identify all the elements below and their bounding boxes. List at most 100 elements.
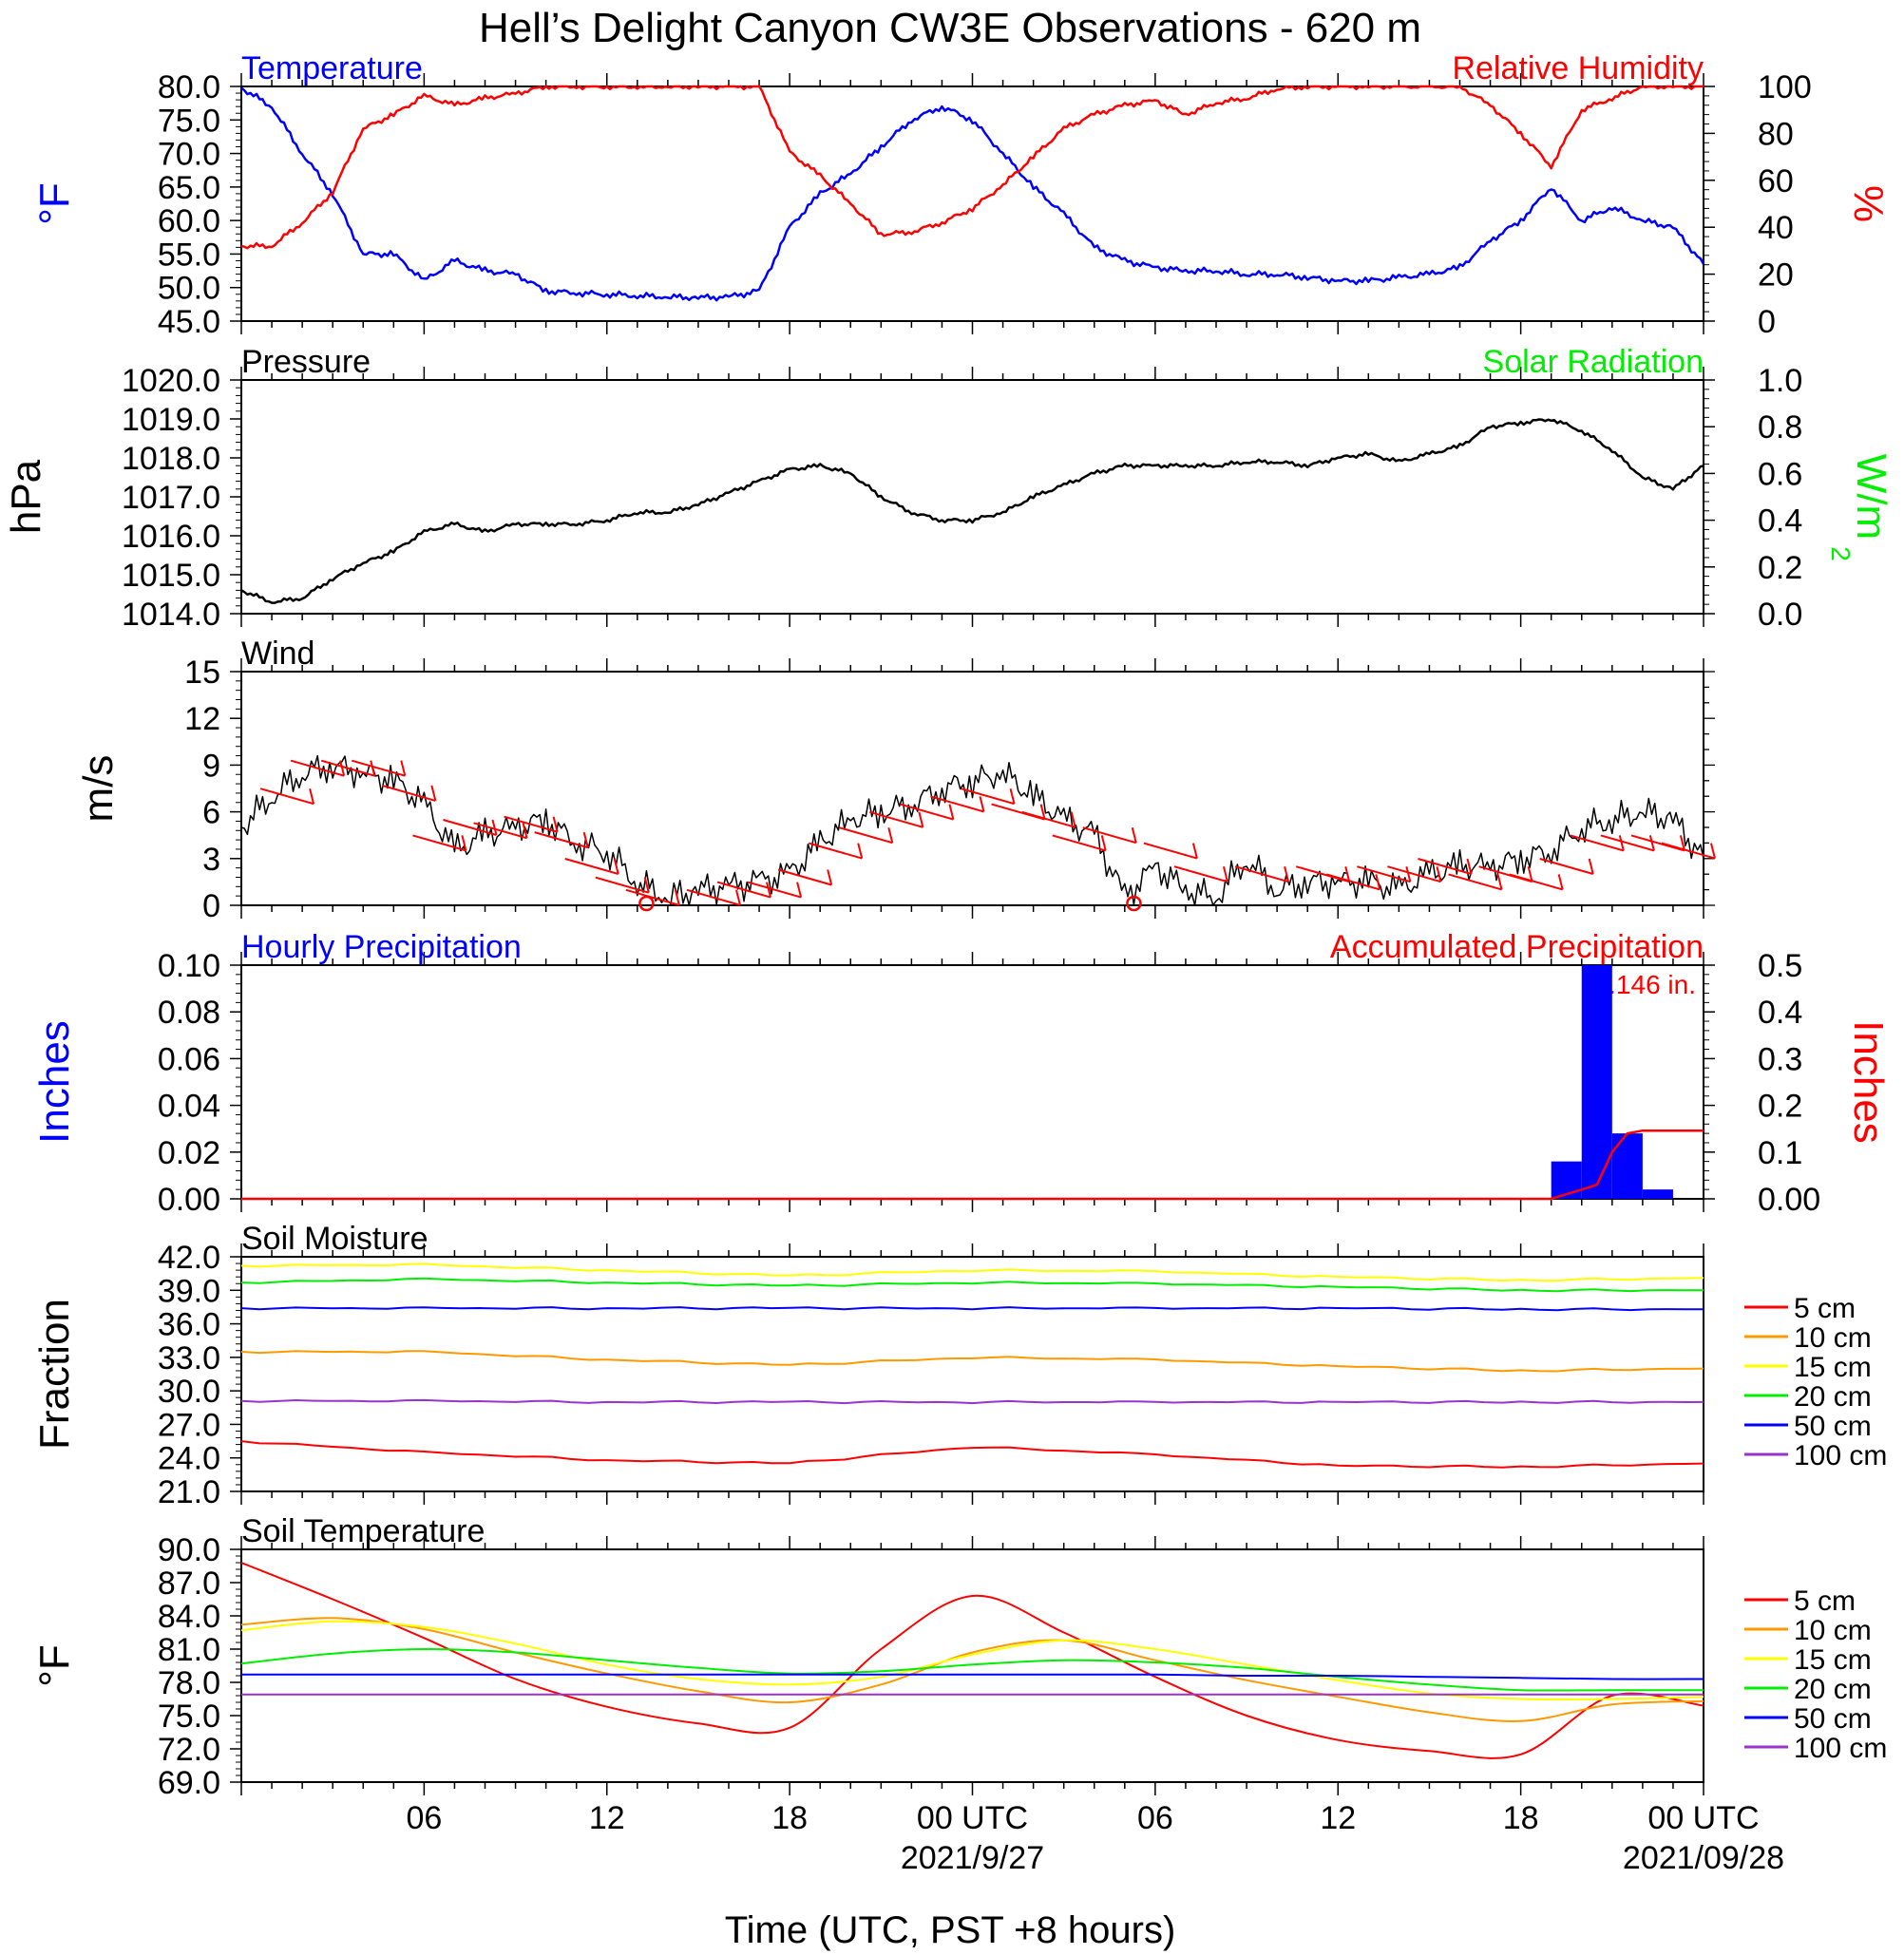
y-tick-label-left: 42.0 xyxy=(158,1240,220,1276)
wind-barb xyxy=(352,759,406,777)
wind-barb-flag xyxy=(339,760,346,776)
y-tick-label-right: 0.2 xyxy=(1758,1089,1802,1125)
wind-barb-flag xyxy=(887,826,894,844)
y-tick-label-left: 1017.0 xyxy=(122,480,220,516)
y-tick-label-right: 0.3 xyxy=(1758,1041,1802,1077)
soil-series-line xyxy=(240,1306,1704,1312)
hourly-precip-bar xyxy=(1611,1133,1643,1199)
x-tick-label: 00 UTC xyxy=(917,1800,1028,1836)
wind-barb xyxy=(1326,873,1380,891)
x-tick-label: 18 xyxy=(1503,1800,1539,1836)
y-tick-label-left: 3 xyxy=(202,842,220,878)
wind-barb-flag xyxy=(1709,843,1716,859)
legend-label: 100 cm xyxy=(1794,1440,1887,1471)
wind-barb xyxy=(504,815,558,833)
y-tick-label-left: 45.0 xyxy=(158,304,220,340)
wind-barb xyxy=(1021,810,1076,828)
wind-barb xyxy=(1570,834,1625,852)
wind-barb-flag xyxy=(674,889,680,906)
y-axis-label-left: °F xyxy=(31,182,78,224)
y-tick-label-right: 60 xyxy=(1758,163,1794,199)
wind-barb-flag xyxy=(948,804,955,820)
wind-barb xyxy=(777,868,832,886)
wind-barb-flag xyxy=(1100,835,1107,851)
wind-barb-flag xyxy=(309,788,315,805)
y-tick-label-right: 0.0 xyxy=(1758,597,1802,633)
y-axis-label-right: Inches xyxy=(1845,1020,1892,1144)
x-axis-label: Time (UTC, PST +8 hours) xyxy=(725,1909,1176,1951)
legend-label: 10 cm xyxy=(1794,1322,1872,1354)
y-tick-label-right: 40 xyxy=(1758,210,1794,246)
wind-barb-flag xyxy=(491,819,498,836)
wind-barb xyxy=(839,826,893,845)
legend-label: 100 cm xyxy=(1794,1733,1887,1764)
y-tick-label-left: 0.10 xyxy=(158,948,220,984)
x-tick-label: 12 xyxy=(1320,1800,1356,1836)
wind-barb-flag xyxy=(1070,811,1076,828)
wind-barb xyxy=(961,788,1015,806)
y-tick-label-left: 65.0 xyxy=(158,170,220,206)
y-tick-label-left: 60.0 xyxy=(158,203,220,239)
wind-barb-flag xyxy=(827,869,833,885)
wind-barb-flag xyxy=(796,882,803,898)
y-tick-label-left: 0.02 xyxy=(158,1135,220,1171)
wind-barb xyxy=(686,888,741,906)
wind-barb xyxy=(412,834,466,852)
panel-title-right: Solar Radiation xyxy=(1483,344,1704,380)
legend-label: 20 cm xyxy=(1794,1674,1872,1705)
wind-barb xyxy=(259,788,314,806)
soil-series-line xyxy=(240,1277,1704,1293)
wind-barb-flag xyxy=(1557,874,1564,890)
panel-frame-1 xyxy=(240,379,1704,615)
legend-label: 20 cm xyxy=(1794,1381,1872,1413)
wind-barb xyxy=(1509,873,1563,891)
wind-barb xyxy=(1418,858,1472,875)
wind-barb-flag xyxy=(979,796,985,812)
x-tick-label: 06 xyxy=(406,1800,442,1836)
y-axis-label-right: W/m xyxy=(1848,454,1894,540)
y-axis-label-right: % xyxy=(1845,185,1892,222)
hourly-precip-bar xyxy=(1642,1189,1673,1199)
hourly-precip-bar xyxy=(1551,1161,1582,1199)
y-tick-label-left: 75.0 xyxy=(158,103,220,139)
y-tick-label-left: 9 xyxy=(202,748,220,784)
y-tick-label-left: 80.0 xyxy=(158,69,220,105)
y-tick-label-left: 6 xyxy=(202,795,220,831)
y-tick-label-left: 70.0 xyxy=(158,137,220,173)
y-tick-label-left: 0 xyxy=(202,888,220,924)
legend-label: 5 cm xyxy=(1794,1293,1856,1324)
wind-barb-flag xyxy=(552,816,559,832)
wind-barb xyxy=(747,881,802,899)
panel-title-right: Relative Humidity xyxy=(1452,50,1704,86)
wind-barb xyxy=(443,819,497,836)
y-tick-label-right: 0.5 xyxy=(1758,948,1802,984)
wind-barb-flag xyxy=(1375,874,1381,890)
wind-barb xyxy=(1173,865,1228,883)
soil-series-line xyxy=(240,1350,1704,1373)
legend-label: 5 cm xyxy=(1794,1585,1856,1617)
y-tick-label-left: 30.0 xyxy=(158,1374,220,1410)
y-tick-label-right: 20 xyxy=(1758,257,1794,294)
x-date-label: 2021/9/27 xyxy=(901,1840,1044,1876)
y-tick-label-right: 0.2 xyxy=(1758,550,1802,586)
legend-label: 15 cm xyxy=(1794,1644,1872,1676)
y-tick-label-right: 0.8 xyxy=(1758,409,1802,446)
y-tick-label-left: 1020.0 xyxy=(122,363,220,399)
panel-frame-4 xyxy=(240,1256,1704,1492)
panel-title-right: Accumulated Precipitation xyxy=(1330,929,1704,965)
y-tick-label-right: 0.00 xyxy=(1758,1182,1820,1218)
panel-title-left: Soil Moisture xyxy=(241,1221,428,1257)
pressure-line xyxy=(240,418,1704,604)
y-tick-label-right: 0.6 xyxy=(1758,456,1802,492)
wind-barb-flag xyxy=(734,889,741,906)
wind-barb-flag xyxy=(1222,865,1228,883)
wind-barb xyxy=(1082,826,1137,845)
wind-barb-flag xyxy=(1009,788,1016,805)
y-tick-label-left: 50.0 xyxy=(158,271,220,307)
wind-barb-flag xyxy=(1405,865,1412,883)
chart-title: Hell’s Delight Canyon CW3E Observations … xyxy=(479,5,1421,51)
y-tick-label-left: 81.0 xyxy=(158,1632,220,1668)
y-tick-label-left: 69.0 xyxy=(158,1765,220,1801)
wind-barb xyxy=(320,759,375,777)
